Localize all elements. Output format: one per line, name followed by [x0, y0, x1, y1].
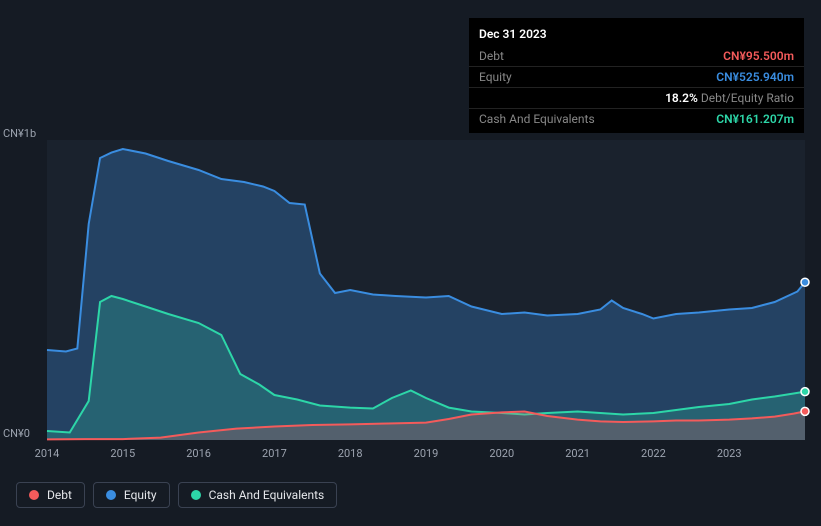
tooltip-value-equity: CN¥525.940m	[716, 70, 794, 84]
end-marker-cash	[801, 388, 809, 396]
chart-area	[16, 140, 805, 440]
legend-item-equity[interactable]: Equity	[93, 482, 170, 508]
tooltip-value-cash: CN¥161.207m	[716, 112, 794, 126]
x-tick-2022: 2022	[641, 447, 666, 460]
tooltip-row-cash: Cash And Equivalents CN¥161.207m	[469, 109, 804, 129]
x-tick-2015: 2015	[110, 447, 135, 460]
legend-item-cash[interactable]: Cash And Equivalents	[178, 482, 338, 508]
x-tick-2014: 2014	[35, 447, 60, 460]
area-chart[interactable]	[16, 140, 805, 440]
x-tick-2023: 2023	[717, 447, 742, 460]
legend-label-cash: Cash And Equivalents	[209, 488, 325, 502]
legend-swatch-equity	[106, 490, 116, 500]
x-axis: 2014 2015 2016 2017 2018 2019 2020 2021 2022 2023	[16, 447, 805, 467]
x-tick-2018: 2018	[338, 447, 363, 460]
tooltip-row-debt: Debt CN¥95.500m	[469, 46, 804, 67]
end-marker-equity	[801, 278, 809, 286]
tooltip-date: Dec 31 2023	[469, 22, 804, 46]
tooltip-panel: Dec 31 2023 Debt CN¥95.500m Equity CN¥52…	[469, 18, 804, 133]
x-tick-2021: 2021	[565, 447, 590, 460]
legend: Debt Equity Cash And Equivalents	[16, 482, 337, 508]
tooltip-label-cash: Cash And Equivalents	[479, 112, 595, 126]
tooltip-row-equity: Equity CN¥525.940m	[469, 67, 804, 88]
y-axis-label-top: CN¥1b	[3, 127, 36, 140]
legend-label-equity: Equity	[124, 488, 157, 502]
legend-swatch-debt	[29, 490, 39, 500]
tooltip-value-debt: CN¥95.500m	[723, 49, 794, 63]
tooltip-label-debt: Debt	[479, 49, 504, 63]
legend-swatch-cash	[191, 490, 201, 500]
end-marker-debt	[801, 407, 809, 415]
x-tick-2019: 2019	[414, 447, 439, 460]
tooltip-value-ratio: 18.2% Debt/Equity Ratio	[665, 91, 794, 105]
tooltip-row-ratio: 18.2% Debt/Equity Ratio	[469, 88, 804, 109]
legend-label-debt: Debt	[47, 488, 72, 502]
x-tick-2016: 2016	[186, 447, 211, 460]
x-tick-2017: 2017	[262, 447, 287, 460]
legend-item-debt[interactable]: Debt	[16, 482, 85, 508]
tooltip-label-equity: Equity	[479, 70, 512, 84]
x-tick-2020: 2020	[489, 447, 514, 460]
